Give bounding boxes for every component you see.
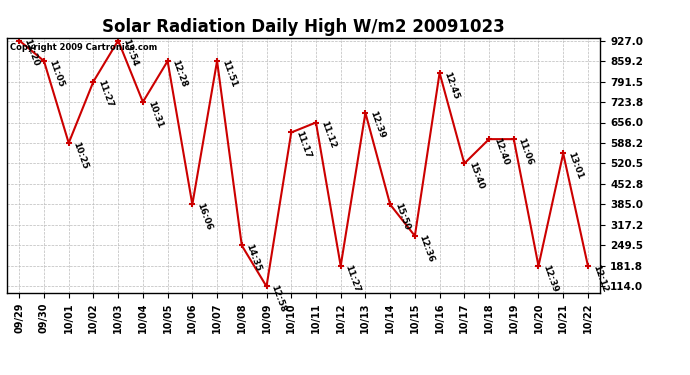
- Text: 12:45: 12:45: [442, 70, 461, 100]
- Text: 15:50: 15:50: [393, 202, 411, 231]
- Text: 11:27: 11:27: [344, 263, 362, 293]
- Text: 12:36: 12:36: [417, 233, 436, 263]
- Text: 12:39: 12:39: [541, 263, 560, 293]
- Text: 15:40: 15:40: [467, 161, 485, 190]
- Text: 11:12: 11:12: [319, 120, 337, 150]
- Text: 11:17: 11:17: [294, 130, 313, 160]
- Text: 11:27: 11:27: [96, 79, 115, 109]
- Text: 14:35: 14:35: [244, 243, 263, 273]
- Text: 12:28: 12:28: [170, 58, 188, 88]
- Text: 12:20: 12:20: [22, 38, 40, 68]
- Text: 11:51: 11:51: [220, 58, 238, 88]
- Text: 11:06: 11:06: [517, 136, 535, 166]
- Text: 16:06: 16:06: [195, 202, 213, 231]
- Text: 12:40: 12:40: [492, 136, 510, 166]
- Text: 10:31: 10:31: [146, 99, 164, 129]
- Text: 11:05: 11:05: [47, 58, 65, 88]
- Text: 12:39: 12:39: [368, 110, 386, 140]
- Text: 13:01: 13:01: [566, 151, 584, 180]
- Text: 10:25: 10:25: [72, 140, 90, 170]
- Text: 12:12: 12:12: [591, 263, 609, 293]
- Title: Solar Radiation Daily High W/m2 20091023: Solar Radiation Daily High W/m2 20091023: [102, 18, 505, 36]
- Text: 12:58: 12:58: [269, 284, 288, 314]
- Text: 13:54: 13:54: [121, 38, 139, 68]
- Text: Copyright 2009 Cartronics.com: Copyright 2009 Cartronics.com: [10, 43, 157, 52]
